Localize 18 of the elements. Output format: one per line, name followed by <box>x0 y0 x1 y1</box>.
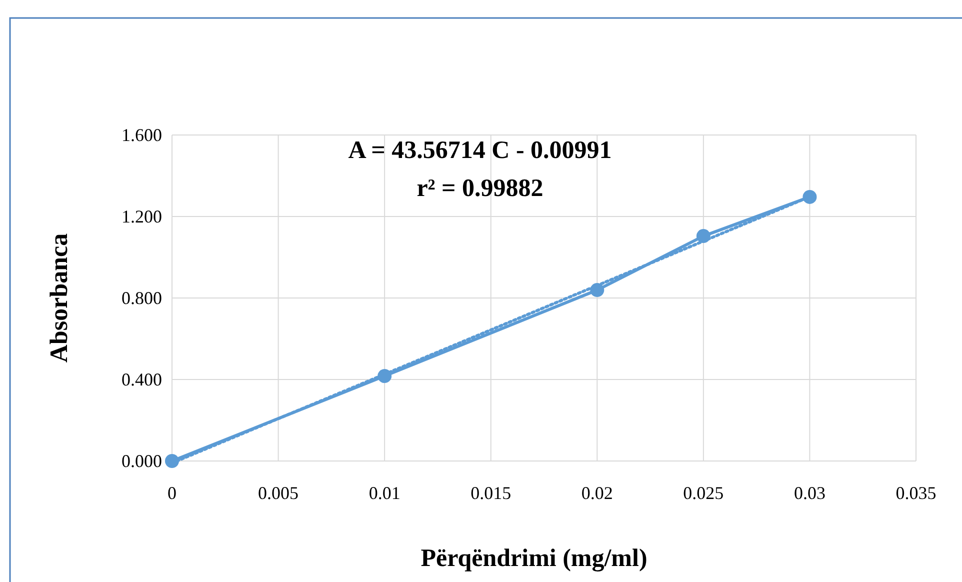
x-tick-label: 0.005 <box>258 483 299 503</box>
x-tick-label: 0.025 <box>683 483 724 503</box>
y-tick-label: 0.400 <box>122 370 162 390</box>
x-tick-label: 0.035 <box>896 483 936 503</box>
x-tick-label: 0.015 <box>470 483 512 503</box>
annotation: r² = 0.99882 <box>416 175 544 202</box>
point <box>165 454 179 468</box>
y-tick-label: 1.200 <box>122 206 162 226</box>
x-tick-label: 0 <box>168 483 176 503</box>
y-tick-label: 0.800 <box>122 288 162 308</box>
annotation: A = 43.56714 C - 0.00991 <box>348 137 612 164</box>
y-tick-label: 1.600 <box>122 125 162 145</box>
x-tick-label: 0.01 <box>368 483 400 503</box>
x-tick-label: 0.03 <box>794 483 826 503</box>
y-tick-label: 0.000 <box>122 451 162 471</box>
x-axis-title: Përqëndrimi (mg/ml) <box>420 545 648 572</box>
y-axis-title: Absorbanca <box>46 232 73 363</box>
x-tick-label: 0.02 <box>581 483 613 503</box>
